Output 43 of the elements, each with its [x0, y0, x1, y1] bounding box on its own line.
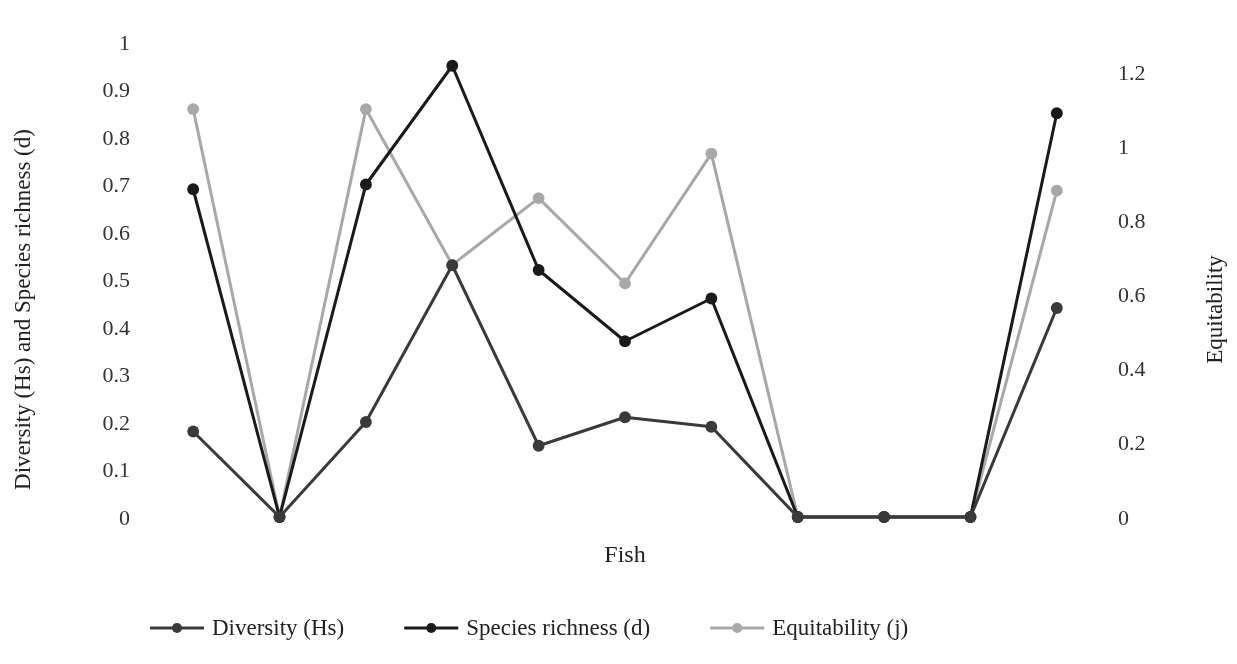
- y-tick-label: 0.1: [102, 457, 130, 483]
- y-tick-label: 0.3: [102, 362, 130, 388]
- y-tick-label: 0.4: [102, 314, 130, 340]
- y-tick-label: 0.8: [102, 124, 130, 150]
- point: [1050, 107, 1063, 120]
- y-tick-label: 0: [119, 504, 130, 530]
- point: [1050, 302, 1063, 314]
- legend-label: Species richness (d): [466, 615, 651, 640]
- y2-tick-label: 0.8: [1118, 207, 1146, 233]
- point: [705, 420, 718, 433]
- y2-tick-label: 0.6: [1118, 282, 1146, 308]
- y-tick-label: 1: [119, 29, 130, 55]
- y2-axis-title: Equitability: [1202, 254, 1227, 364]
- point: [532, 264, 545, 276]
- point: [532, 439, 545, 452]
- point: [187, 103, 200, 115]
- legend-label: Equitability (j): [772, 615, 909, 640]
- point: [705, 292, 718, 305]
- y2-tick-label: 0.2: [1118, 430, 1146, 456]
- point: [532, 192, 545, 204]
- point: [359, 416, 372, 428]
- y-tick-label: 0.6: [102, 219, 130, 245]
- y-tick-label: 0.9: [102, 77, 130, 103]
- point: [446, 59, 459, 72]
- legend-label: Diversity (Hs): [212, 615, 345, 640]
- point: [187, 183, 200, 196]
- point: [619, 335, 631, 348]
- y2-tick-label: 1.2: [1118, 59, 1146, 85]
- y2-tick-label: 0.4: [1118, 356, 1146, 382]
- y-tick-label: 0.2: [102, 409, 130, 435]
- y2-tick-label: 1: [1118, 133, 1129, 159]
- x-axis-title: Fish: [604, 541, 646, 567]
- point: [359, 178, 372, 191]
- point: [619, 277, 631, 290]
- point: [619, 411, 631, 424]
- y2-tick-label: 0: [1118, 504, 1129, 530]
- point: [1050, 184, 1063, 197]
- point: [187, 425, 200, 438]
- y-axis-title: Diversity (Hs) and Species richness (d): [10, 129, 35, 490]
- point: [359, 103, 372, 115]
- point: [705, 147, 718, 160]
- y-tick-label: 0.7: [102, 172, 130, 198]
- y-tick-label: 0.5: [102, 267, 130, 293]
